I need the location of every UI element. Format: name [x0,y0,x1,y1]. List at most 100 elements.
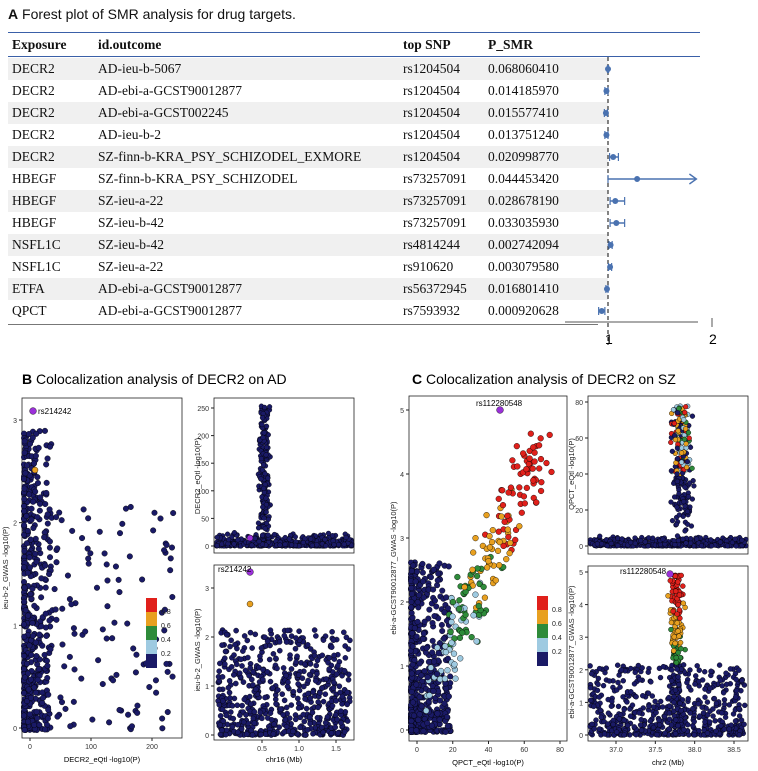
scatter-point [307,720,313,727]
scatter-point [217,660,223,667]
scatter-point [677,639,684,646]
scatter-point [21,449,28,456]
scatter-point [304,641,311,648]
scatter-point [668,722,675,728]
cell-p: 0.028678190 [488,193,559,208]
scatter-point [260,410,266,417]
scatter-point [328,644,335,650]
panel-c-bottom-y-tick-label: 5 [579,570,583,577]
scatter-point [608,540,614,547]
scatter-point [419,569,426,576]
scatter-point [32,488,39,495]
cell-outcome: SZ-ieu-b-42 [98,215,164,230]
scatter-point [305,677,311,684]
scatter-point [125,711,132,718]
scatter-point [322,719,329,726]
scatter-point [34,715,41,722]
table-row: NSFL1C SZ-ieu-b-42 rs4814244 0.002742094 [8,234,608,256]
scatter-point [34,676,41,683]
scatter-point [54,713,61,720]
panel-b-main-y-tick-label: 2 [13,521,17,528]
scatter-point [297,724,303,731]
scatter-point [32,535,39,542]
scatter-point [433,603,440,610]
scatter-point [219,727,225,734]
scatter-point [319,652,326,659]
scatter-point [670,407,677,413]
scatter-point [686,435,692,441]
scatter-point [169,673,176,680]
table-header-rule [8,56,700,57]
scatter-point [21,653,28,660]
scatter-point [43,461,50,468]
scatter-point [220,698,226,704]
scatter-point [335,542,342,548]
scatter-point [56,509,63,516]
cell-exposure: DECR2 [12,149,55,164]
scatter-point [419,560,426,567]
scatter-point [296,700,302,707]
scatter-point [309,542,315,549]
scatter-point [286,536,292,542]
scatter-point [588,671,595,677]
scatter-point [621,717,627,723]
scatter-point [640,693,646,699]
panel-c-letter: C [412,371,422,387]
scatter-point [247,665,254,671]
scatter-point [259,415,266,421]
panel-c-main-y-tick-label: 4 [400,472,404,479]
scatter-point [699,704,705,710]
panel-c-top-y-tick-label: 60 [575,436,583,443]
scatter-point [677,615,683,621]
scatter-point [29,585,36,592]
scatter-point [270,651,277,657]
scatter-point [615,703,622,710]
scatter-point [59,699,66,706]
scatter-point [723,670,729,676]
scatter-point [260,462,267,468]
cell-outcome: SZ-finn-b-KRA_PSY_SCHIZODEL [98,171,298,186]
scatter-point [615,679,621,686]
scatter-point [71,666,78,673]
panel-c-bottom-x-tick-label: 37.0 [609,747,623,754]
scatter-point [681,727,687,733]
scatter-point [46,544,53,551]
scatter-point [470,549,477,556]
scatter-point [674,456,681,462]
scatter-point [671,699,677,706]
scatter-point [104,603,111,610]
scatter-point [414,568,421,575]
panel-c-main-y-tick-label: 1 [400,664,404,671]
scatter-point [704,730,711,736]
scatter-point [293,635,299,641]
cell-exposure: DECR2 [12,105,55,120]
scatter-point [104,577,111,584]
scatter-point [345,646,352,652]
scatter-point [239,663,245,669]
scatter-point [306,671,313,678]
scatter-point [660,536,666,542]
panel-c-legend-color-bar [537,610,548,624]
scatter-point [605,710,612,716]
scatter-point [264,638,271,645]
scatter-point [260,676,266,683]
table-row: HBEGF SZ-ieu-b-42 rs73257091 0.033035930 [8,212,608,234]
scatter-point [632,540,638,546]
scatter-point [680,583,686,589]
scatter-point [418,703,425,710]
header-exposure: Exposure [12,37,67,52]
panel-c-bottom-x-tick-label: 37.5 [649,747,663,754]
scatter-point [439,628,446,635]
scatter-point [33,430,40,437]
scatter-point [21,475,28,482]
scatter-point [696,728,702,734]
panel-a-title-text: Forest plot of SMR analysis for drug tar… [22,6,296,22]
scatter-point [34,514,41,521]
scatter-point [509,457,516,464]
scatter-point [71,630,78,637]
scatter-point [448,618,455,626]
scatter-point [687,444,694,450]
scatter-point [277,542,283,548]
scatter-point [505,533,512,541]
scatter-point [666,716,673,722]
